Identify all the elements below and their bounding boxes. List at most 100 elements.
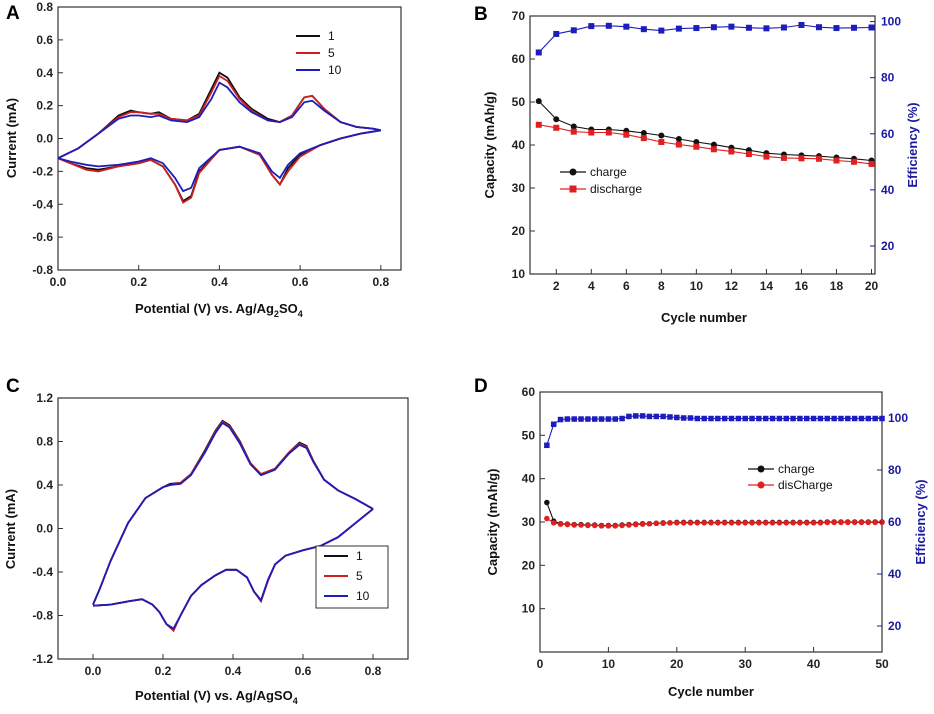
data-point-efficiency [564, 416, 571, 422]
data-point-efficiency [838, 415, 844, 422]
data-point-disCharge [824, 519, 831, 526]
data-point-disCharge [544, 515, 550, 522]
data-point-disCharge [687, 520, 694, 526]
data-point-disCharge [742, 520, 748, 526]
legend-label: 1 [356, 549, 363, 563]
data-point-charge [535, 98, 542, 105]
data-point-discharge [553, 124, 560, 131]
data-point-efficiency [845, 415, 851, 422]
data-point-discharge [535, 121, 542, 128]
data-point-disCharge [701, 520, 707, 526]
data-point-efficiency [591, 416, 598, 422]
data-point-efficiency [815, 24, 822, 31]
data-point-efficiency [833, 25, 840, 32]
legend-label: discharge [590, 182, 642, 196]
data-point-disCharge [715, 520, 721, 526]
panel-a-xlabel-mid: SO [279, 301, 298, 316]
legend-label: disCharge [778, 478, 833, 492]
legend-marker-charge [757, 465, 765, 473]
y-tick-label: 10 [512, 267, 526, 281]
data-point-efficiency [872, 415, 878, 422]
data-point-charge [710, 141, 717, 148]
x-tick-label: 0.2 [130, 275, 147, 289]
data-point-disCharge [680, 520, 687, 526]
data-point-efficiency [660, 413, 666, 420]
panel-c-plot-frame [57, 397, 409, 660]
x-tick-label: 10 [602, 657, 616, 671]
data-point-efficiency [585, 416, 591, 422]
panel-c-xlabel-main: Potential (V) vs. Ag/AgSO [135, 688, 293, 703]
panel-c-x-axis-label: Potential (V) vs. Ag/AgSO4 [135, 688, 298, 706]
data-point-efficiency [769, 415, 776, 422]
data-point-efficiency [851, 415, 858, 422]
y-tick-label: 60 [522, 385, 536, 399]
data-point-efficiency [553, 30, 560, 37]
data-point-charge [658, 132, 665, 139]
data-point-disCharge [721, 520, 728, 526]
data-point-discharge [798, 155, 805, 162]
legend-label: 1 [328, 29, 335, 43]
data-point-disCharge [557, 521, 564, 527]
y-tick-label: 60 [512, 52, 526, 66]
data-point-efficiency [783, 415, 789, 422]
data-point-disCharge [762, 520, 769, 526]
panel-b-y-axis-label: Capacity (mAh/g) [482, 92, 497, 199]
data-point-efficiency [858, 415, 865, 422]
data-point-discharge [780, 154, 787, 161]
x-tick-label: 2 [553, 279, 560, 293]
data-point-efficiency [721, 415, 728, 422]
data-point-efficiency [687, 415, 694, 421]
data-point-disCharge [735, 520, 742, 526]
data-point-efficiency [762, 415, 769, 422]
data-point-disCharge [653, 520, 660, 527]
data-point-efficiency [619, 415, 625, 422]
data-point-efficiency [626, 413, 632, 420]
data-point-efficiency [571, 416, 577, 422]
data-point-efficiency [780, 24, 787, 31]
y2-tick-label: 40 [881, 183, 895, 197]
data-point-efficiency [824, 415, 831, 422]
data-point-efficiency [694, 415, 701, 422]
data-point-efficiency [728, 415, 735, 422]
y-tick-label: 0.0 [36, 522, 53, 536]
panel-d-y-axis-label: Capacity (mAh/g) [485, 469, 500, 576]
data-point-efficiency [633, 413, 639, 419]
y2-tick-label: 20 [888, 619, 902, 633]
data-point-efficiency [798, 21, 805, 28]
data-point-efficiency [598, 416, 605, 422]
data-point-disCharge [646, 520, 653, 527]
data-point-efficiency [646, 413, 653, 420]
x-tick-label: 0.6 [292, 275, 309, 289]
x-tick-label: 16 [795, 279, 809, 293]
data-point-charge [553, 116, 560, 123]
data-point-disCharge [845, 519, 851, 526]
legend-marker-discharge [569, 185, 577, 193]
data-point-efficiency [797, 415, 803, 422]
data-point-efficiency [578, 416, 584, 422]
data-point-efficiency [745, 24, 752, 31]
panel-a-x-axis-label: Potential (V) vs. Ag/Ag2SO4 [135, 301, 303, 319]
x-tick-label: 0 [537, 657, 544, 671]
data-point-discharge [623, 131, 630, 138]
y2-tick-label: 60 [881, 127, 895, 141]
data-point-efficiency [570, 27, 577, 34]
y-tick-label: 0.4 [36, 66, 53, 80]
panel-b-x-axis-label: Cycle number [661, 310, 747, 325]
legend-label: 5 [356, 569, 363, 583]
data-point-efficiency [675, 25, 682, 32]
y-tick-label: 40 [522, 472, 536, 486]
panel-d: D 0 10 20 30 40 50 60 50 40 30 20 10 100 80 60 40 20 Cap… [474, 376, 928, 699]
data-point-discharge [640, 135, 647, 142]
panel-a-y-axis-label: Current (mA) [4, 98, 19, 178]
x-tick-label: 0.2 [155, 664, 172, 678]
panel-a-xlabel-main: Potential (V) vs. Ag/Ag [135, 301, 274, 316]
y-tick-label: 10 [522, 602, 536, 616]
y-tick-label: 0.4 [36, 478, 53, 492]
y2-tick-label: 20 [881, 239, 895, 253]
data-point-efficiency [708, 415, 714, 422]
data-point-charge [570, 123, 577, 130]
panel-d-legend: charge disCharge [748, 462, 833, 492]
x-tick-label: 18 [830, 279, 844, 293]
